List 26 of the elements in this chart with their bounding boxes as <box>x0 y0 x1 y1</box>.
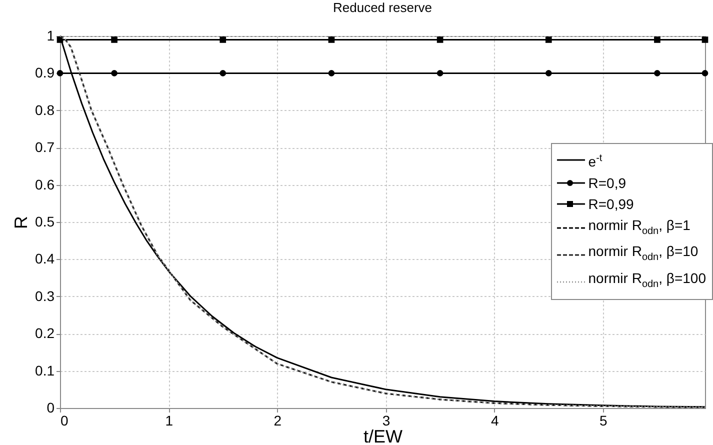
y-tick-label: 0.4 <box>35 250 55 267</box>
y-tick-label: 0.6 <box>35 176 55 192</box>
y-tick-label: 0.2 <box>35 325 55 342</box>
legend-label: R=0,9 <box>588 174 626 193</box>
legend-label: R=0,99 <box>588 194 634 214</box>
x-axis-title: t/EW <box>364 426 403 445</box>
y-tick-label: 0.5 <box>35 214 55 230</box>
x-tick-label: 2 <box>274 412 282 428</box>
y-tick-label: 0.3 <box>35 288 55 304</box>
y-tick-label: 1 <box>46 28 55 44</box>
y-tick-label: 0.7 <box>35 139 55 156</box>
x-tick-label: 3 <box>382 412 390 428</box>
legend-label: e$^{-t}$ <box>588 152 602 172</box>
legend-label: normir R$_{odn}$, β=100 <box>588 269 706 292</box>
x-tick-label: 1 <box>165 412 174 428</box>
legend-label: normir R$_{odn}$, β=10 <box>588 242 698 266</box>
y-tick-label: 0.1 <box>35 362 55 378</box>
x-tick-label: 4 <box>490 412 499 428</box>
chart-title: Reduced reserve <box>333 0 432 15</box>
y-tick-label: 0 <box>46 400 55 416</box>
x-tick-label: 0 <box>60 412 68 428</box>
x-tick-label: 5 <box>600 412 608 428</box>
legend-label: normir R$_{odn}$, β=1 <box>588 216 690 238</box>
y-tick-label: 0.9 <box>35 64 55 81</box>
y-axis-title: R <box>11 216 32 229</box>
y-tick-label: 0.8 <box>35 102 55 118</box>
